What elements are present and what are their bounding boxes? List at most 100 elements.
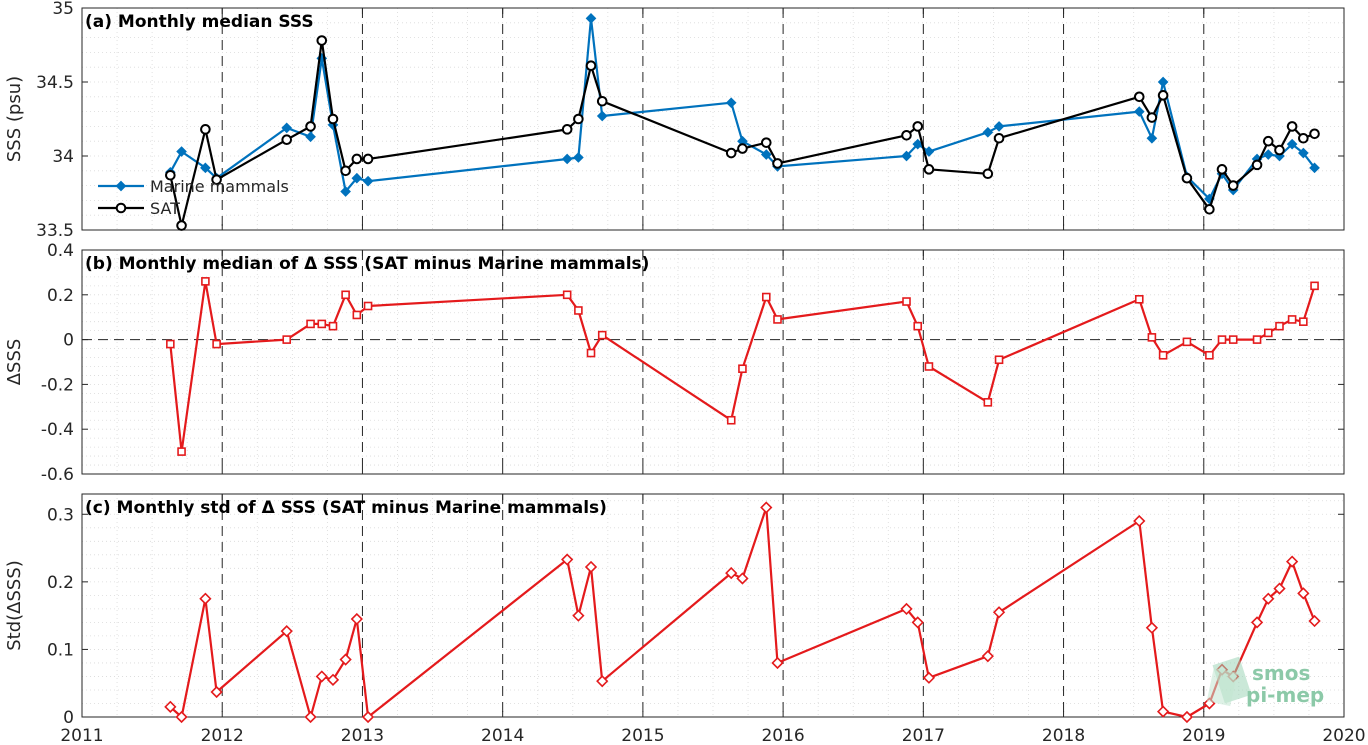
data-point (772, 158, 783, 169)
data-point (1262, 135, 1274, 147)
data-point (115, 202, 127, 214)
y-tick-label: -0.2 (41, 375, 74, 395)
data-point (317, 319, 327, 329)
data-point (363, 301, 373, 311)
data-point (200, 162, 211, 174)
panel-title: (c) Monthly std of Δ SSS (SAT minus Mari… (85, 498, 607, 518)
y-tick-label: 0.4 (47, 241, 74, 261)
data-point (1262, 149, 1274, 160)
x-tick-label: 2019 (1182, 726, 1225, 745)
data-point (281, 122, 293, 134)
y-axis-label: ΔSSS (4, 339, 25, 386)
smos-pimep-logo: smos pi-mep (1206, 656, 1324, 707)
data-point (1156, 705, 1170, 718)
data-point (1250, 616, 1264, 629)
data-point (1133, 514, 1146, 528)
data-point (924, 362, 934, 371)
data-point (1147, 333, 1157, 342)
data-point (164, 700, 177, 713)
chart-panel-3: 0 0.1 0.2 0.3 2011 2012 2013 2014 2015 2016 2017 20… (4, 493, 1366, 745)
data-point (201, 277, 210, 286)
data-point (1251, 159, 1263, 171)
data-point (922, 671, 936, 684)
logo-line2: pi-mep (1246, 683, 1324, 707)
data-point (586, 348, 596, 358)
data-point (584, 560, 598, 574)
data-point (901, 150, 912, 162)
data-point (983, 398, 993, 407)
data-point (585, 13, 597, 24)
y-tick-label: 35 (52, 0, 74, 19)
data-point (326, 673, 340, 686)
data-point (177, 447, 186, 456)
data-point (1158, 350, 1168, 360)
data-point (771, 656, 784, 670)
data-point (737, 143, 748, 154)
panel-title: (a) Monthly median SSS (85, 12, 314, 32)
y-tick-label: 34 (52, 147, 74, 167)
data-point (913, 321, 923, 331)
data-point (1286, 121, 1298, 132)
legend: Marine mammals SAT (98, 177, 289, 218)
data-point (199, 592, 212, 605)
axes-box (81, 493, 1345, 718)
data-point (725, 97, 737, 109)
data-point (725, 566, 738, 580)
y-axis-label: Std(ΔSSS) (4, 560, 25, 651)
data-point (561, 124, 573, 135)
data-point (327, 113, 339, 125)
y-tick-label: -0.6 (41, 465, 74, 485)
data-point (1157, 90, 1169, 101)
data-point (1308, 614, 1321, 628)
x-tick-label: 2017 (902, 726, 945, 745)
data-point (339, 653, 352, 666)
data-point (362, 153, 374, 165)
data-point (1275, 321, 1284, 331)
panel-title: (b) Monthly median of Δ SSS (SAT minus M… (85, 254, 649, 274)
axes-box (81, 249, 1345, 475)
data-point (760, 501, 773, 514)
data-point (1298, 132, 1309, 144)
x-tick-label: 2015 (621, 726, 664, 745)
y-axis-label: SSS (psu) (4, 76, 25, 162)
data-point (1216, 164, 1228, 175)
data-point (280, 625, 293, 638)
x-tick-label: 2011 (60, 726, 103, 745)
data-point (281, 134, 293, 146)
data-point (760, 149, 772, 160)
data-point (212, 339, 221, 349)
data-point (1205, 350, 1214, 360)
y-tick-label: 34.5 (36, 73, 74, 93)
data-point (165, 169, 176, 181)
data-point (1274, 150, 1285, 162)
data-point (725, 147, 737, 159)
data-point (304, 710, 317, 724)
data-point (574, 306, 583, 315)
data-point (993, 121, 1005, 132)
data-point (901, 129, 912, 141)
data-point (1157, 76, 1169, 88)
data-point (350, 612, 363, 626)
data-point (1252, 335, 1262, 344)
x-tick-label: 2016 (761, 726, 804, 745)
data-point (306, 319, 315, 329)
data-point (1297, 587, 1310, 600)
data-point (305, 131, 316, 143)
x-tick-label: 2018 (1042, 726, 1085, 745)
data-point (902, 297, 911, 306)
data-point (760, 137, 772, 148)
data-point (1181, 172, 1193, 184)
data-point (351, 172, 363, 184)
y-tick-label: 0.1 (47, 640, 74, 660)
data-point (305, 121, 316, 132)
data-point (1217, 335, 1227, 344)
y-tick-label: 0.2 (47, 286, 74, 306)
data-point (738, 364, 747, 374)
data-point (1133, 106, 1145, 117)
data-point (900, 602, 913, 616)
data-point (315, 670, 328, 683)
x-tick-label: 2014 (481, 726, 524, 745)
data-point (912, 138, 924, 150)
data-point (1146, 132, 1158, 144)
y-tick-label: 33.5 (36, 221, 74, 241)
